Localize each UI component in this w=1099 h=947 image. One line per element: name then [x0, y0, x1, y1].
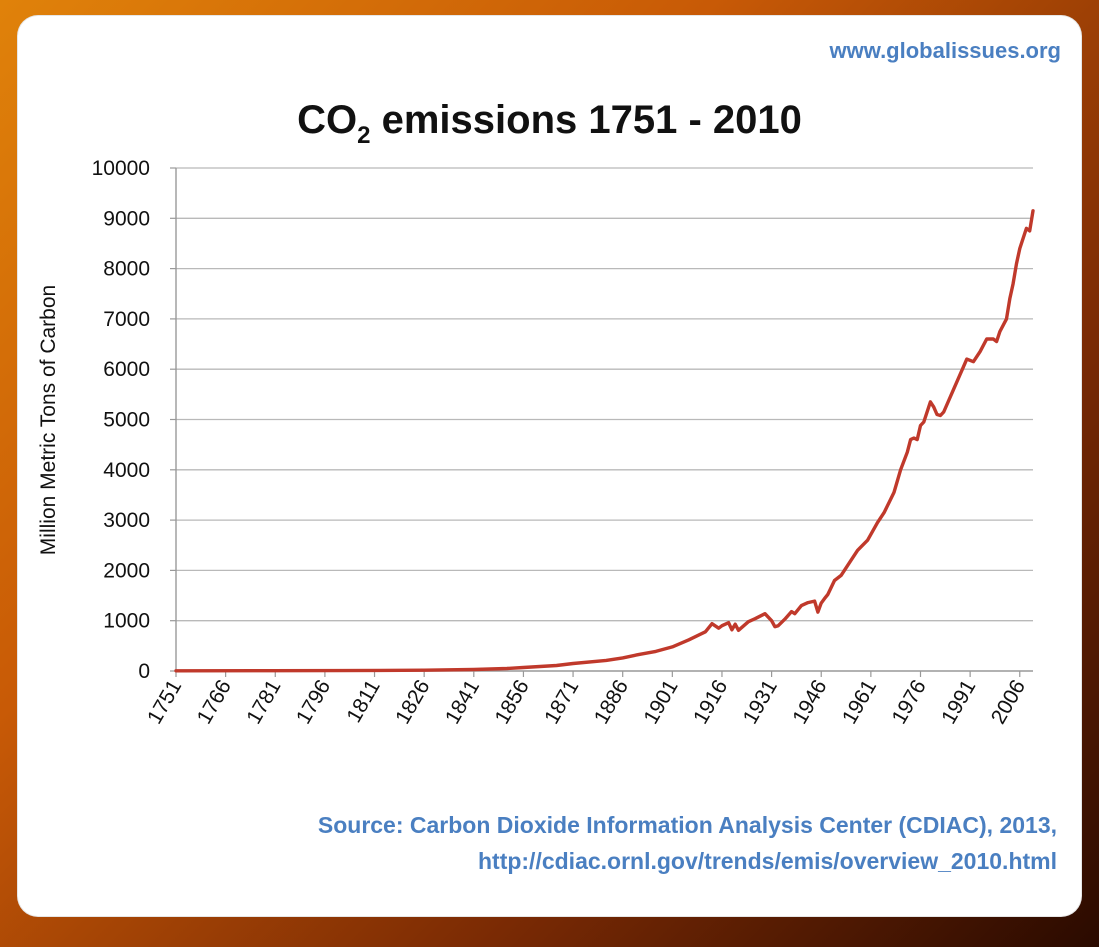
- y-tick-label: 10000: [92, 157, 150, 180]
- chart-title: CO2 emissions 1751 - 2010: [0, 98, 1099, 148]
- site-url[interactable]: www.globalissues.org: [829, 38, 1061, 63]
- source-citation: Source: Carbon Dioxide Information Analy…: [317, 812, 1057, 838]
- x-tick-label: 1796: [292, 676, 335, 728]
- source-link[interactable]: http://cdiac.ornl.gov/trends/emis/overvi…: [477, 848, 1057, 874]
- y-tick-label: 6000: [103, 358, 150, 381]
- x-tick-labels: 1751 1766 1781 1796 1811 1826 1841 1856 1871 1886…: [143, 676, 1030, 728]
- x-tick-label: 1751: [143, 676, 186, 728]
- x-tick-label: 1961: [838, 676, 881, 728]
- axes: [170, 167, 1033, 677]
- x-tick-label: 1781: [242, 676, 285, 728]
- x-tick-label: 1826: [391, 676, 434, 728]
- y-axis-label: Million Metric Tons of Carbon: [37, 285, 60, 555]
- y-tick-label: 3000: [103, 509, 150, 532]
- x-tick-label: 1931: [739, 676, 782, 728]
- series-lines: [174, 209, 1035, 673]
- title-suffix: emissions 1751 - 2010: [370, 98, 802, 142]
- x-tick-label: 1811: [342, 676, 385, 727]
- y-tick-label: 4000: [103, 459, 150, 482]
- x-tick-label: 1946: [788, 676, 831, 728]
- x-tick-label: 2006: [987, 676, 1030, 728]
- x-tick-label: 1841: [441, 676, 484, 728]
- y-tick-label: 9000: [103, 207, 150, 230]
- y-tick-label: 7000: [103, 308, 150, 331]
- emissions-series-line: [174, 209, 1035, 673]
- x-tick-label: 1871: [540, 676, 583, 728]
- x-tick-label: 1886: [590, 676, 633, 728]
- y-tick-label: 1000: [103, 610, 150, 633]
- title-prefix: CO: [297, 98, 358, 142]
- y-tick-label: 8000: [103, 258, 150, 281]
- title-subscript: 2: [357, 122, 371, 149]
- x-tick-label: 1766: [193, 676, 236, 728]
- x-tick-label: 1976: [888, 676, 931, 728]
- x-tick-label: 1856: [490, 676, 533, 728]
- y-tick-label: 5000: [103, 409, 150, 432]
- x-tick-label: 1916: [689, 676, 732, 728]
- y-tick-labels: 0 1000 2000 3000 4000 5000 6000 7000 8000 9000 100…: [92, 157, 150, 683]
- gridlines: [176, 167, 1033, 622]
- x-tick-label: 1901: [639, 676, 682, 728]
- y-tick-label: 0: [138, 660, 150, 683]
- y-tick-label: 2000: [103, 559, 150, 582]
- x-tick-label: 1991: [937, 676, 980, 728]
